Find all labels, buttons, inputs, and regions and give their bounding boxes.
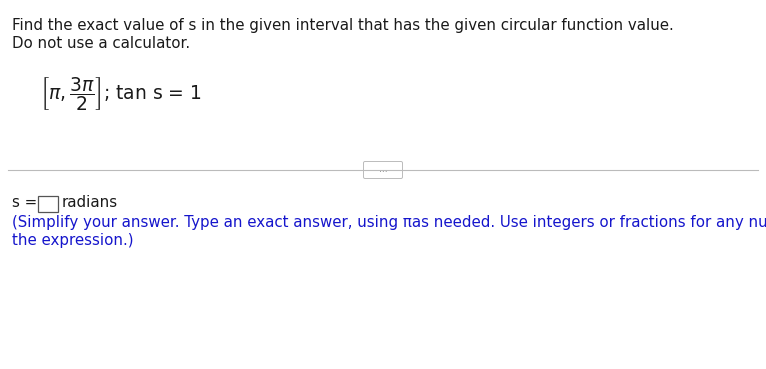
Text: $\left[\pi,\dfrac{3\pi}{2}\right]$; tan s = 1: $\left[\pi,\dfrac{3\pi}{2}\right]$; tan …	[40, 75, 201, 113]
Text: s =: s =	[12, 195, 42, 210]
Text: Find the exact value of s in the given interval that has the given circular func: Find the exact value of s in the given i…	[12, 18, 674, 33]
Text: radians: radians	[62, 195, 118, 210]
Text: (Simplify your answer. Type an exact answer, using πas needed. Use integers or f: (Simplify your answer. Type an exact ans…	[12, 215, 766, 230]
Text: Do not use a calculator.: Do not use a calculator.	[12, 36, 190, 51]
FancyBboxPatch shape	[364, 162, 402, 179]
Text: ...: ...	[378, 166, 388, 175]
Text: the expression.): the expression.)	[12, 233, 133, 248]
Bar	[38, 196, 58, 212]
